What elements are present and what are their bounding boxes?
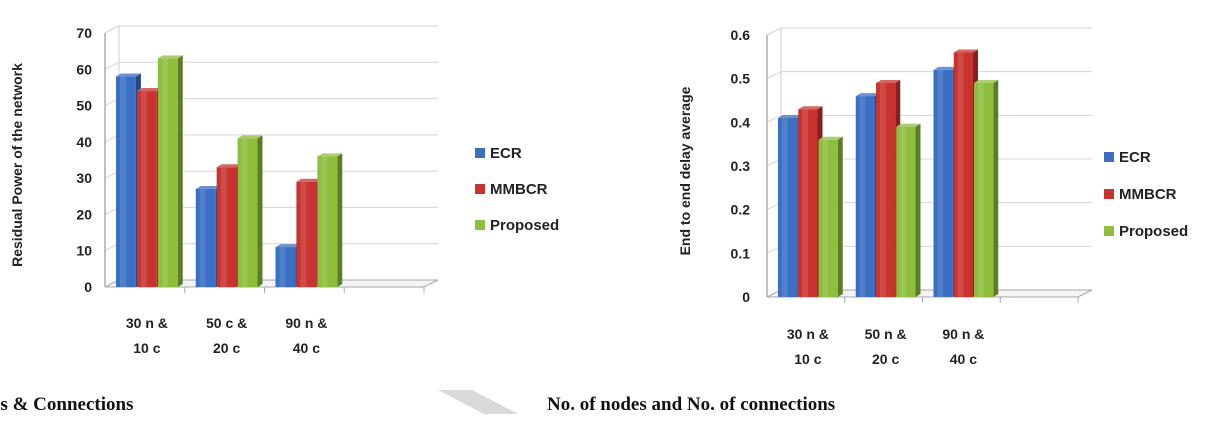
bar-proposed — [974, 80, 999, 298]
x-category-label: 30 n & — [787, 326, 829, 342]
decorative-wedge — [438, 390, 518, 414]
bar-proposed — [896, 123, 921, 297]
legend-label-proposed: Proposed — [1119, 223, 1188, 240]
chart-2: 0 0.1 0.2 0.3 0.4 0.5 0.6 30 n & 10 c 50 n & 20 c 9… — [677, 27, 1188, 367]
right-figure-caption: No. of nodes and No. of connections — [547, 394, 836, 415]
y-tick-label: 0 — [84, 279, 92, 295]
legend: ECR MMBCR Proposed — [1104, 149, 1188, 240]
legend-label-ecr: ECR — [1119, 149, 1151, 166]
legend: ECR MMBCR Proposed — [475, 145, 559, 234]
y-tick-label: 0.6 — [731, 27, 751, 43]
legend-label-ecr: ECR — [490, 145, 522, 162]
legend-label-proposed: Proposed — [490, 217, 559, 234]
y-tick-label: 40 — [76, 134, 92, 150]
y-tick-label: 0.1 — [731, 245, 751, 261]
legend-swatch-proposed — [1104, 226, 1114, 236]
legend-label-mmbcr: MMBCR — [490, 181, 548, 198]
legend-swatch-ecr — [1104, 152, 1114, 162]
y-tick-label: 50 — [76, 98, 92, 114]
bar-proposed — [818, 136, 843, 297]
x-category-label: 90 n & — [285, 315, 327, 331]
gridline-side — [104, 25, 120, 34]
legend-swatch-proposed — [475, 220, 485, 230]
bar-proposed — [237, 135, 263, 287]
y-tick-label: 0.4 — [731, 114, 751, 130]
legend-swatch-ecr — [475, 148, 485, 158]
y-tick-label: 20 — [76, 206, 92, 222]
y-axis-label: End to end delay average — [677, 86, 693, 255]
x-category-label: 40 c — [950, 351, 977, 367]
x-category-label: 90 n & — [942, 326, 984, 342]
y-tick-label: 30 — [76, 170, 92, 186]
bar-proposed — [157, 55, 183, 288]
x-category-label: 50 c & — [206, 315, 247, 331]
y-axis-label: Residual Power of the network — [9, 63, 25, 267]
left-figure-caption: es & Connections — [0, 394, 134, 415]
gridline-side — [766, 71, 782, 80]
gridline-side — [104, 61, 120, 70]
x-category-label: 40 c — [293, 340, 320, 356]
y-tick-label: 0.5 — [731, 71, 751, 87]
legend-swatch-mmbcr — [1104, 189, 1114, 199]
x-category-label: 10 c — [133, 340, 160, 356]
bar-proposed — [317, 153, 343, 287]
legend-label-mmbcr: MMBCR — [1119, 186, 1177, 203]
y-tick-label: 0.3 — [731, 158, 751, 174]
legend-swatch-mmbcr — [475, 184, 485, 194]
gridline-side — [766, 114, 782, 123]
y-tick-label: 70 — [76, 25, 92, 41]
y-tick-label: 60 — [76, 61, 92, 77]
x-category-label: 20 c — [872, 351, 899, 367]
gridline-side — [766, 27, 782, 36]
x-category-label: 10 c — [794, 351, 821, 367]
x-category-label: 20 c — [213, 340, 240, 356]
y-tick-label: 10 — [76, 243, 92, 259]
y-tick-label: 0.2 — [731, 202, 751, 218]
y-tick-label: 0 — [742, 289, 750, 305]
x-category-label: 50 n & — [865, 326, 907, 342]
chart-1: 0 10 20 30 40 50 60 70 30 n & 10 c 50 c & 20 c 90 n … — [9, 25, 559, 356]
x-category-label: 30 n & — [126, 315, 168, 331]
